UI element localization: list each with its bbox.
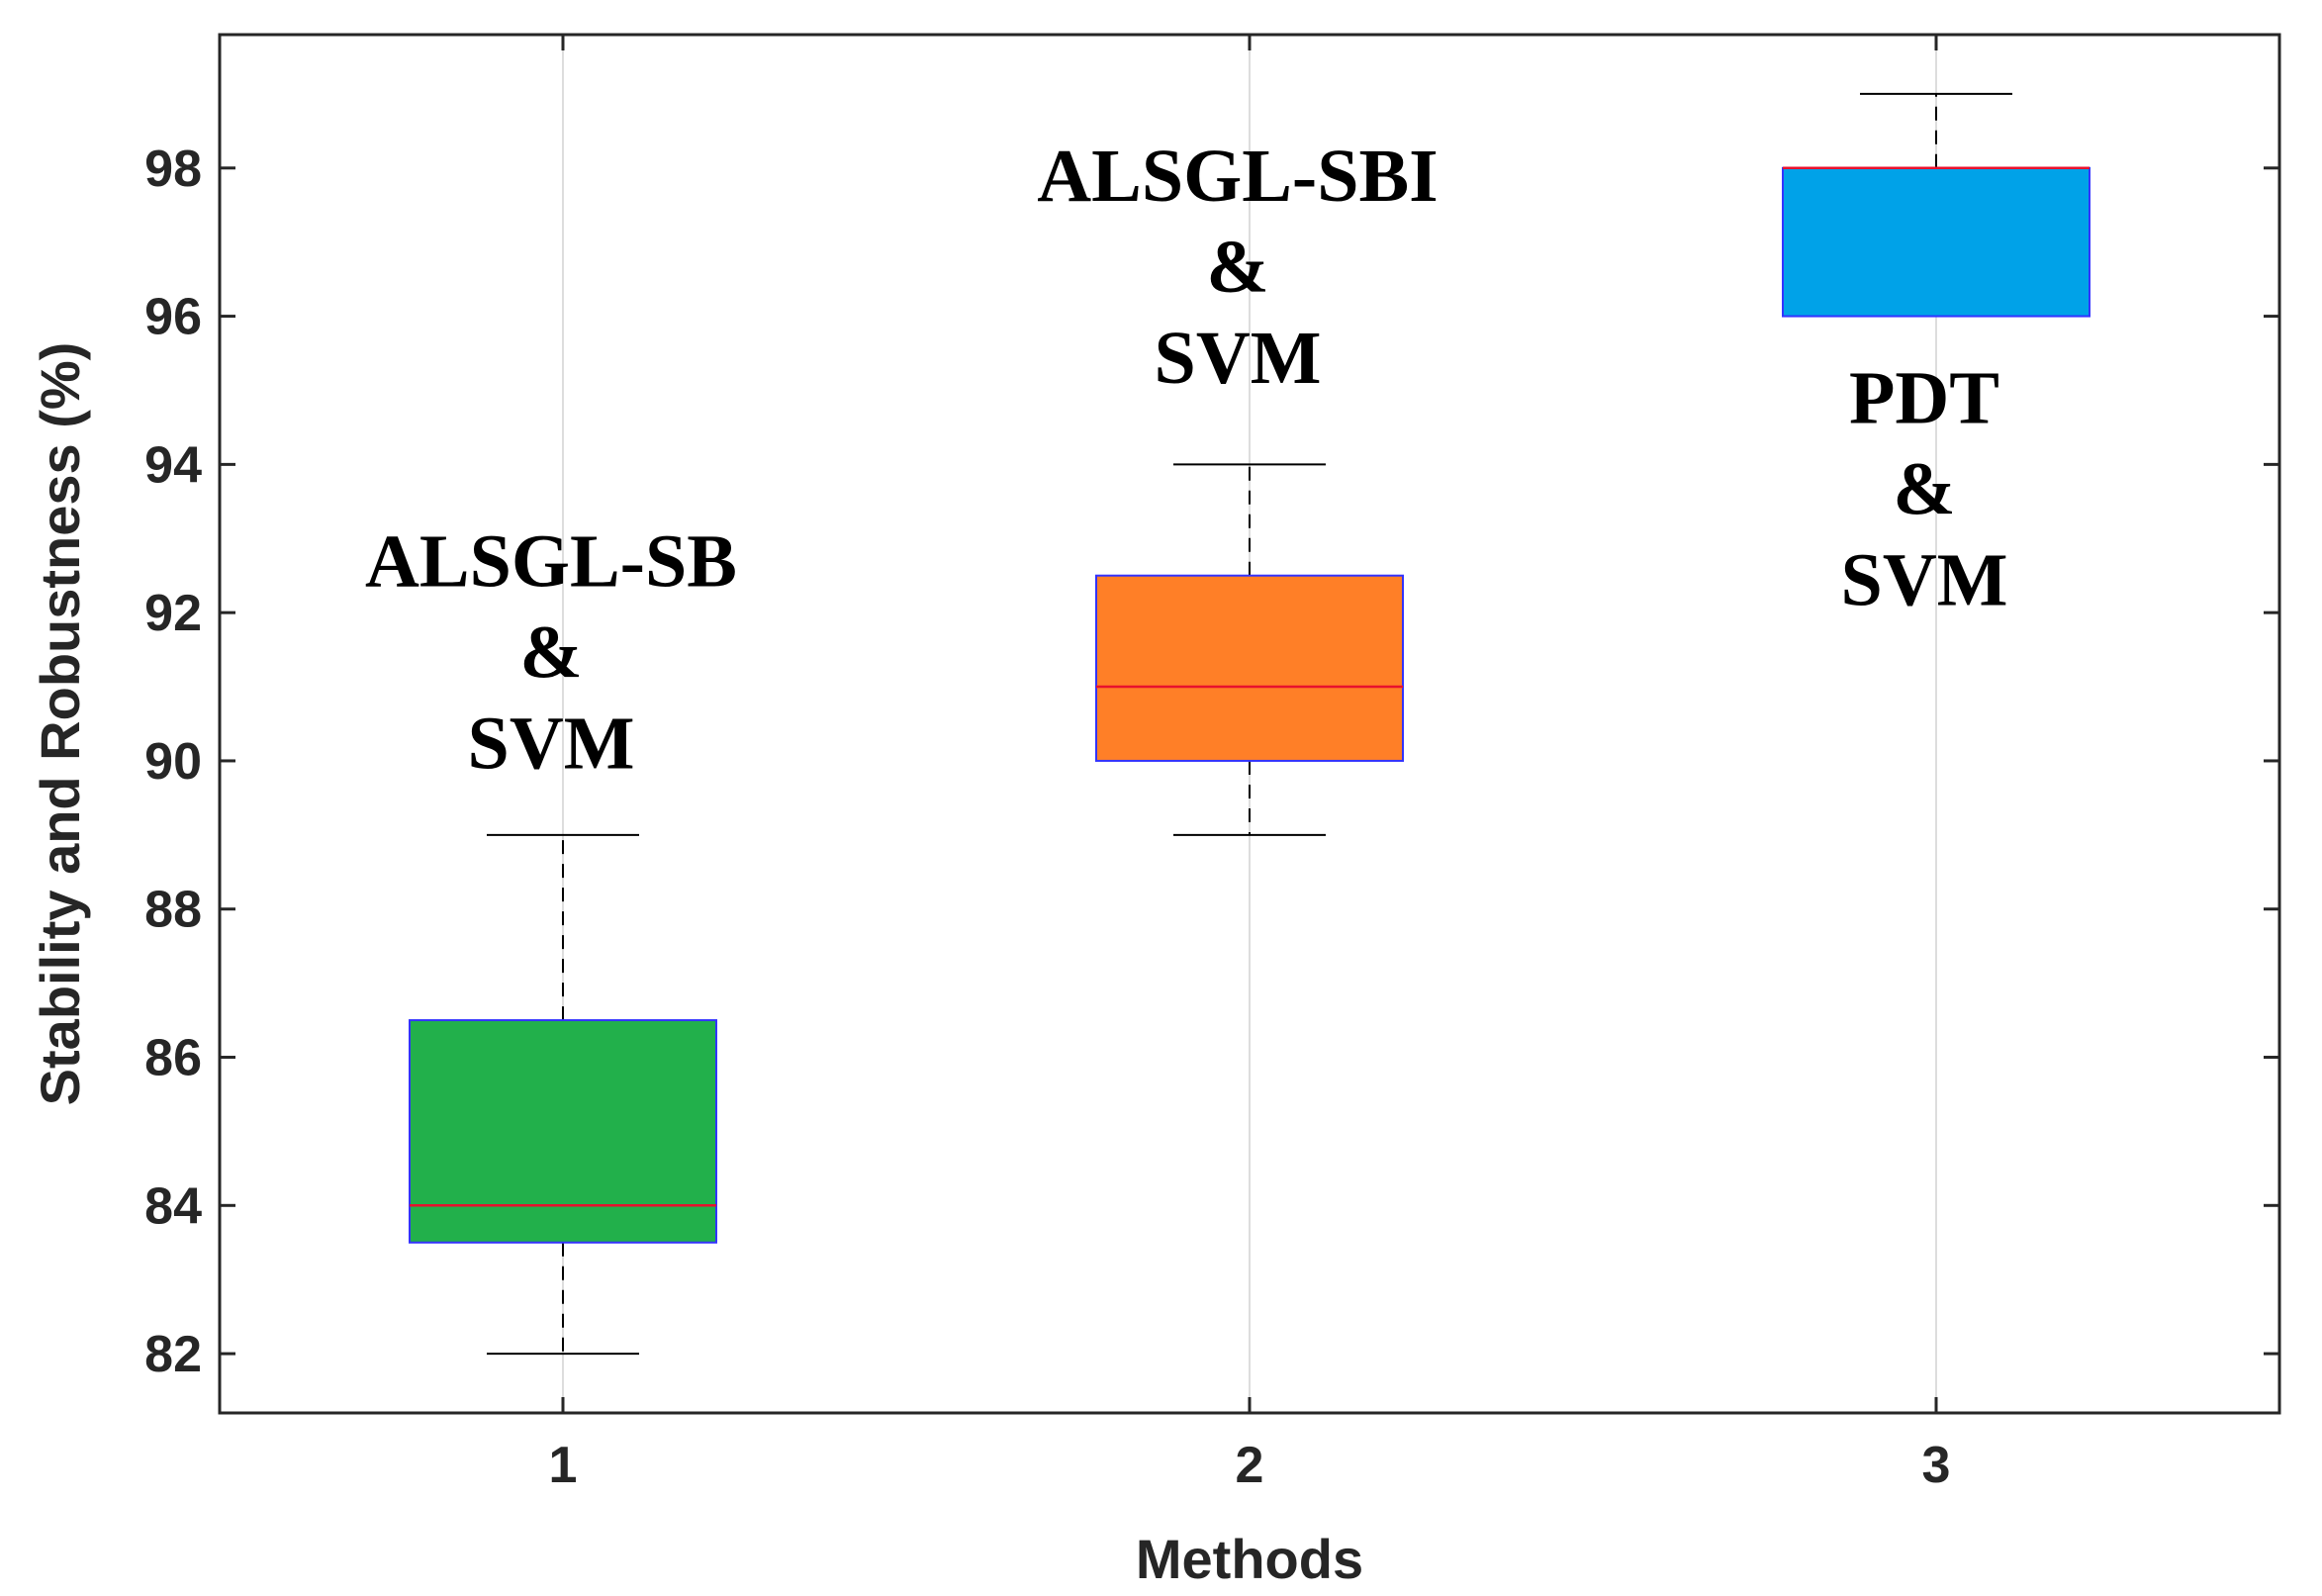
- x-tick-label: 2: [1236, 1437, 1264, 1494]
- box-annotation-line: &: [1893, 448, 1955, 531]
- x-axis-title: Methods: [1136, 1528, 1363, 1590]
- tick-layer: 1 2 3 82 84 86 88 90 92 94 96 98: [144, 35, 2279, 1494]
- x-tick-label: 1: [549, 1437, 578, 1494]
- box-group-1: [409, 833, 717, 1356]
- y-tick-label: 92: [144, 585, 202, 642]
- box-annotation-line: SVM: [468, 702, 635, 785]
- y-tick-label: 94: [144, 436, 202, 494]
- box-annotation-line: SVM: [1155, 317, 1322, 400]
- y-tick-label: 88: [144, 882, 202, 939]
- box-annotation-line: SVM: [1841, 539, 2008, 622]
- box-iqr: [1095, 574, 1404, 762]
- y-tick-label: 86: [144, 1030, 202, 1087]
- y-tick-label: 90: [144, 733, 202, 791]
- box-annotation-line: PDT: [1849, 357, 1999, 440]
- box-layer: [409, 92, 2090, 1356]
- box-group-2: [1095, 463, 1404, 836]
- y-tick-label: 84: [144, 1177, 202, 1235]
- box-annotation-line: ALSGL-SB: [365, 519, 737, 603]
- y-axis-title: Stability and Robustness (%): [29, 342, 91, 1106]
- box-group-3: [1782, 92, 2090, 318]
- box-iqr: [1782, 166, 2090, 318]
- box-annotation-line: ALSGL-SBI: [1037, 135, 1439, 218]
- y-tick-label: 98: [144, 141, 202, 198]
- y-tick-label: 96: [144, 289, 202, 346]
- box-iqr: [409, 1019, 717, 1244]
- box-annotation-line: &: [519, 610, 582, 694]
- y-tick-label: 82: [144, 1326, 202, 1383]
- x-tick-label: 3: [1922, 1437, 1951, 1494]
- box-annotation-line: &: [1206, 226, 1268, 309]
